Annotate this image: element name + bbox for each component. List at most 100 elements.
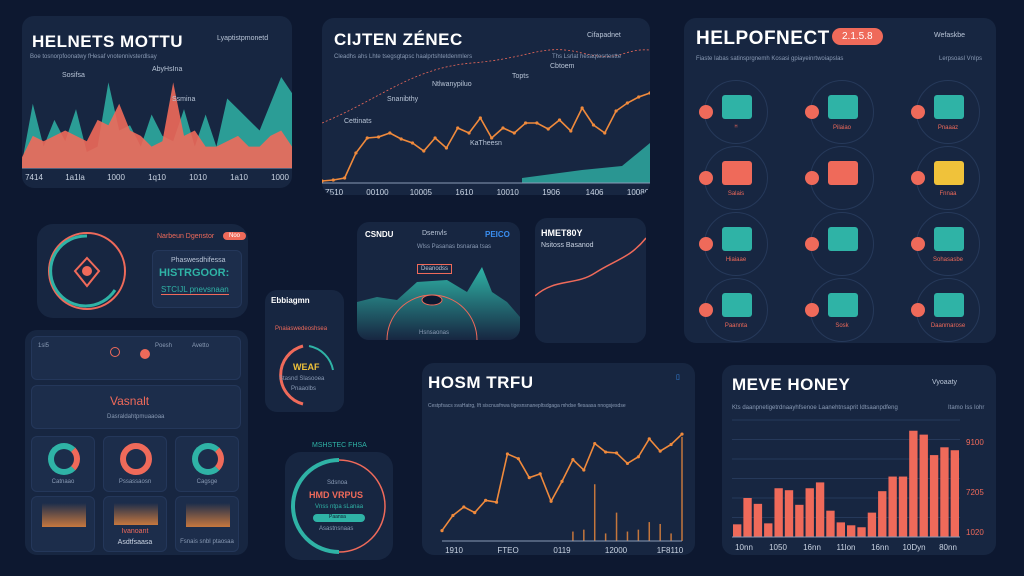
caption: MSHSTEC FHSA <box>312 442 367 449</box>
data-point <box>478 116 482 120</box>
word: WEAF <box>293 362 320 372</box>
label-right: PEICO <box>485 230 510 239</box>
bar <box>878 491 887 537</box>
feature-item[interactable]: Paannta <box>699 278 768 342</box>
widget-tile[interactable]: Catnaao <box>31 436 95 492</box>
data-point <box>484 498 488 502</box>
data-point <box>680 432 684 436</box>
feature-item[interactable] <box>805 212 874 276</box>
feature-item[interactable]: Hiaiaae <box>699 212 768 276</box>
data-point <box>331 178 335 182</box>
annotation: Sosifsa <box>62 72 85 79</box>
widget-tile[interactable]: Fsnais snbI ptaosaa <box>175 496 239 552</box>
badge-dot <box>699 171 713 185</box>
widget-tile[interactable]: Cagsge <box>175 436 239 492</box>
widgets-panel: 1sl5 Poesh Avetto Vasnalt Dasraldahtpmua… <box>25 330 248 555</box>
status-icon <box>110 347 120 357</box>
badge-card-panel: Ebbiagmn Pnaiaswedeoshsea WEAF Stasnd Sl… <box>265 290 344 412</box>
feature-label: Hiaiaae <box>725 257 747 263</box>
badge-dot <box>699 237 713 251</box>
mountain-area-chart <box>357 267 520 340</box>
badge-dot <box>911 171 925 185</box>
x-tick-label: 1a10 <box>230 173 248 182</box>
label-left: CSNDU <box>365 230 394 239</box>
tile-label: Fsnais snbI ptaosaa <box>180 539 234 545</box>
ring-chart <box>279 344 334 406</box>
feature-label: Paannta <box>724 323 748 329</box>
bar <box>929 455 939 537</box>
data-point <box>512 131 516 135</box>
bar <box>805 488 814 537</box>
tile-sub: Asdtfsaasa <box>117 539 153 546</box>
feature-item[interactable]: Pnaaaz <box>911 80 980 144</box>
data-point <box>603 131 607 135</box>
widget-tile[interactable]: Ivanoant Asdtfsaasa <box>103 496 167 552</box>
banner-title: Vasnalt <box>110 394 150 408</box>
x-tick-label: 1a1la <box>65 173 85 182</box>
line-chart-panel-2: 1910 FTEO 0119 12000 1F8110 HOSM TRFU ▯ Cest… <box>422 363 695 555</box>
avatar-icon <box>114 503 158 525</box>
data-point <box>648 91 650 95</box>
monitor-chart-icon <box>934 95 964 119</box>
feature-item[interactable]: Sosk <box>805 278 874 342</box>
donut-chart-icon <box>120 443 152 475</box>
badge-dot <box>911 303 925 317</box>
y-tick-label: 9100 <box>966 438 984 447</box>
shield-check-icon <box>934 161 964 185</box>
annotation: KaTheesn <box>470 140 502 147</box>
badge-dot <box>805 303 819 317</box>
feature-item[interactable] <box>805 146 874 210</box>
bar <box>743 498 752 537</box>
widget-tile[interactable]: Pssassaosn <box>103 436 167 492</box>
label: Avetto <box>192 343 209 349</box>
subtitle: Fiaste Iabas satinsprgnemh Kosasi gpiaye… <box>696 56 844 62</box>
people-icon <box>722 293 752 317</box>
mountain-panel: CSNDU Dsenvls Wlss Pasanas bsnaraa tsas … <box>357 222 520 340</box>
data-point <box>658 449 662 453</box>
area-series <box>22 82 292 168</box>
trend-line <box>322 49 650 124</box>
feature-item[interactable]: Fnnaa <box>911 146 980 210</box>
subtitle-right: Lerpsoasl VnIps <box>939 56 983 62</box>
data-point <box>494 500 499 504</box>
data-point <box>410 141 415 145</box>
data-point <box>440 528 444 533</box>
x-tick-label: 16nn <box>871 543 889 552</box>
data-point <box>365 136 369 140</box>
sub: Vnss ntpa sLanaa <box>315 504 364 510</box>
data-point <box>516 457 520 461</box>
data-point <box>538 472 542 476</box>
progress-bar[interactable]: Paansa <box>313 514 365 522</box>
footer: Pnaaolbs <box>291 386 317 392</box>
tag[interactable]: Deanodss <box>417 264 453 274</box>
x-tick-label: 80nn <box>939 543 957 552</box>
data-point <box>399 137 403 141</box>
feature-item[interactable]: Salais <box>699 146 768 210</box>
donut-chart-icon <box>192 443 224 475</box>
x-tick-label: 12000 <box>605 546 628 555</box>
bar <box>753 503 763 537</box>
tile-label: Catnaao <box>51 479 75 485</box>
feature-item[interactable]: Pilaiao <box>805 80 874 144</box>
annotation: Ssmina <box>172 96 196 103</box>
feature-item[interactable]: ᴴ <box>699 80 768 144</box>
legend-label: Vyoaaty <box>932 379 958 386</box>
panel-title: CIJTEN ZÉNEC <box>334 30 463 49</box>
bar <box>774 488 783 537</box>
feature-item[interactable]: Sohasasbe <box>911 212 980 276</box>
gauge-badge[interactable]: Noo <box>223 232 247 240</box>
data-point <box>546 127 550 131</box>
x-tick-label: 1906 <box>542 188 560 195</box>
version-badge[interactable]: 2.1.5.8 <box>832 28 883 45</box>
map-icon <box>722 227 752 251</box>
data-point <box>388 131 392 135</box>
x-tick-label: 00100 <box>366 188 389 195</box>
data-point <box>636 455 640 459</box>
sub2: Asastnsnaas <box>319 526 354 532</box>
feature-item[interactable]: Daanmarose <box>911 278 980 342</box>
widget-tile[interactable] <box>31 496 95 552</box>
thermometer-icon: ▯ <box>676 374 680 381</box>
bar-chart-icon <box>722 95 752 119</box>
data-point <box>433 136 437 140</box>
subtitle-right: Ths Lsrlat hesaqtesrtestte <box>552 54 622 60</box>
